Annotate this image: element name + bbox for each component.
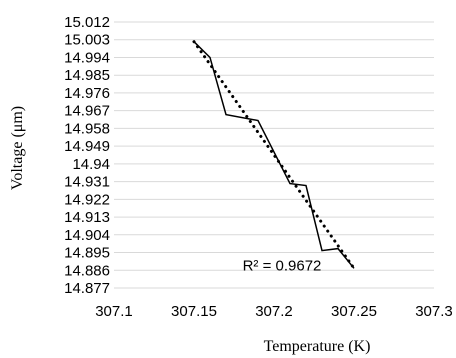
y-tick-label: 14.994 (64, 49, 110, 66)
y-tick-label: 14.976 (64, 85, 110, 102)
y-tick-label: 14.94 (72, 156, 110, 173)
x-tick-labels: 307.1 307.15 307.2 307.25 307.3 (95, 303, 453, 320)
x-tick-label: 307.25 (331, 303, 377, 320)
x-tick-label: 307.1 (95, 303, 133, 320)
x-tick-label: 307.2 (255, 303, 293, 320)
data-line (193, 41, 355, 269)
y-tick-label: 14.904 (64, 227, 110, 244)
x-axis-title: Temperature (K) (264, 338, 371, 355)
trendline (192, 40, 356, 270)
x-tick-label: 307.3 (415, 303, 453, 320)
y-tick-label: 14.985 (64, 67, 110, 84)
y-axis-title: Voltage (μm) (9, 106, 26, 190)
y-tick-label: 14.877 (64, 280, 110, 297)
y-tick-label: 14.895 (64, 245, 110, 262)
x-tick-label: 307.15 (171, 303, 217, 320)
y-tick-label: 14.922 (64, 191, 110, 208)
r-squared-annotation: R² = 0.9672 (243, 257, 322, 274)
y-tick-labels: 15.01215.00314.99414.98514.97614.96714.9… (64, 14, 110, 297)
y-tick-label: 14.949 (64, 138, 110, 155)
y-tick-label: 14.958 (64, 120, 110, 137)
gridlines (114, 21, 434, 289)
y-tick-label: 14.931 (64, 174, 110, 191)
y-tick-label: 14.967 (64, 103, 110, 120)
series-layer (192, 40, 356, 270)
y-tick-label: 14.886 (64, 262, 110, 279)
y-tick-label: 14.913 (64, 209, 110, 226)
y-tick-label: 15.003 (64, 32, 110, 49)
y-tick-label: 15.012 (64, 14, 110, 31)
